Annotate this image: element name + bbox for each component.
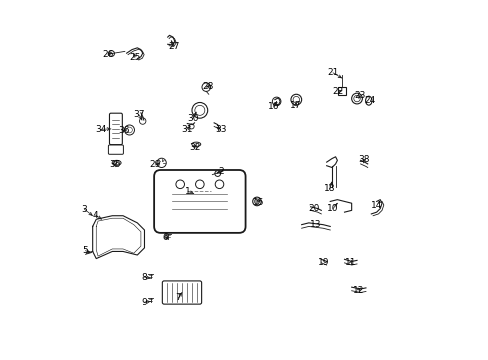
Circle shape <box>157 158 166 167</box>
Circle shape <box>353 95 360 102</box>
Text: 23: 23 <box>353 91 365 100</box>
Text: 10: 10 <box>326 204 338 213</box>
Text: 20: 20 <box>308 204 319 213</box>
Text: 19: 19 <box>317 258 329 267</box>
Ellipse shape <box>191 142 201 147</box>
Circle shape <box>254 199 259 204</box>
Text: 7: 7 <box>175 293 181 302</box>
Text: 18: 18 <box>323 184 335 193</box>
Ellipse shape <box>365 96 371 105</box>
Text: 30: 30 <box>186 114 198 123</box>
Circle shape <box>292 96 299 103</box>
FancyBboxPatch shape <box>154 170 245 233</box>
Text: 14: 14 <box>370 201 382 210</box>
Text: 12: 12 <box>352 285 364 294</box>
FancyBboxPatch shape <box>108 145 123 154</box>
Text: 11: 11 <box>345 258 356 267</box>
FancyBboxPatch shape <box>109 113 122 145</box>
Bar <box>337 87 345 95</box>
Circle shape <box>272 97 281 106</box>
Circle shape <box>189 124 194 129</box>
Circle shape <box>108 51 114 57</box>
Circle shape <box>176 180 184 189</box>
Text: 33: 33 <box>214 125 226 134</box>
Circle shape <box>195 180 203 189</box>
Text: 34: 34 <box>95 125 106 134</box>
Text: 8: 8 <box>142 273 147 282</box>
Circle shape <box>126 127 132 133</box>
Text: 35: 35 <box>109 161 121 170</box>
Circle shape <box>124 125 134 135</box>
Text: 13: 13 <box>309 220 321 229</box>
Text: 15: 15 <box>252 198 264 207</box>
Text: 9: 9 <box>142 298 147 307</box>
Circle shape <box>351 93 362 104</box>
Text: 28: 28 <box>202 82 213 91</box>
Text: 37: 37 <box>133 111 144 120</box>
Text: 22: 22 <box>332 87 344 96</box>
Text: 38: 38 <box>358 155 369 164</box>
Text: 5: 5 <box>82 246 88 255</box>
Text: 1: 1 <box>185 187 190 196</box>
Circle shape <box>214 171 220 176</box>
Circle shape <box>202 83 210 91</box>
Text: 29: 29 <box>149 161 161 170</box>
Text: 4: 4 <box>93 211 98 220</box>
Text: 2: 2 <box>218 167 224 176</box>
Circle shape <box>194 105 204 115</box>
Text: 17: 17 <box>289 101 301 110</box>
Ellipse shape <box>113 161 120 165</box>
Ellipse shape <box>112 160 121 165</box>
Text: 26: 26 <box>102 50 114 59</box>
Circle shape <box>192 103 207 118</box>
Circle shape <box>215 180 224 189</box>
Text: 6: 6 <box>162 233 168 242</box>
Text: 16: 16 <box>268 102 279 111</box>
FancyBboxPatch shape <box>162 281 201 304</box>
Circle shape <box>290 94 301 105</box>
Text: 31: 31 <box>181 125 192 134</box>
Text: 27: 27 <box>168 41 179 50</box>
Text: 36: 36 <box>118 126 129 135</box>
Circle shape <box>139 118 145 124</box>
Text: 32: 32 <box>189 143 201 152</box>
Text: 3: 3 <box>81 205 87 214</box>
Circle shape <box>252 197 261 206</box>
Text: 21: 21 <box>327 68 338 77</box>
Text: 24: 24 <box>364 96 375 105</box>
Text: 25: 25 <box>129 53 140 62</box>
